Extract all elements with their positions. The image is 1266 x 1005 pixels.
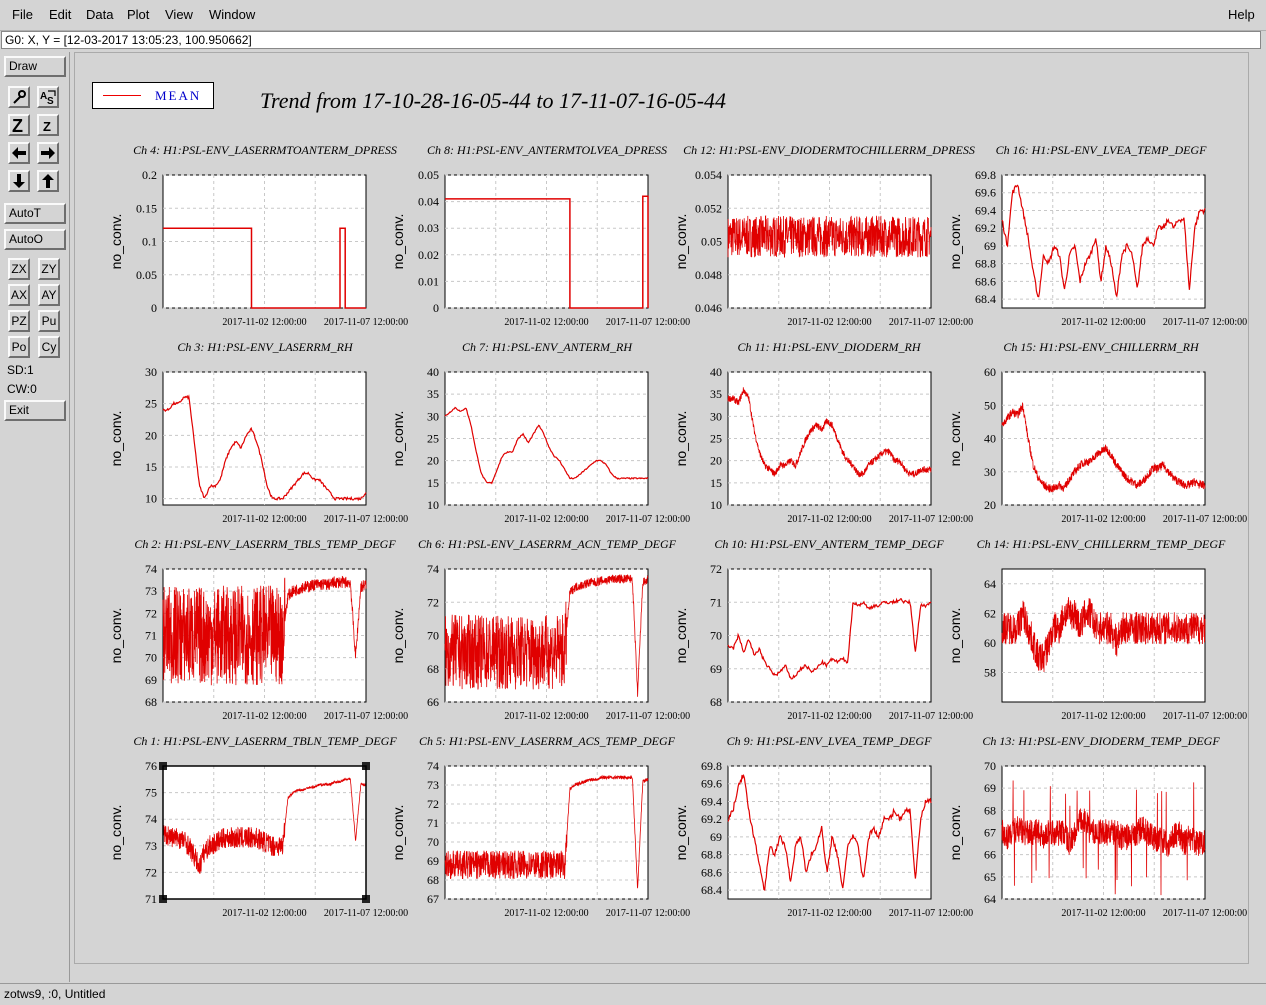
menu-window[interactable]: Window xyxy=(209,7,256,22)
zoom-z-small-button[interactable]: Z xyxy=(37,114,59,136)
pan-up-button[interactable] xyxy=(37,170,59,192)
menu-file[interactable]: File xyxy=(12,7,33,22)
legend-line-swatch xyxy=(103,95,141,96)
autot-button[interactable]: AutoT xyxy=(4,203,66,224)
legend-label: MEAN xyxy=(155,88,202,103)
menu-plot[interactable]: Plot xyxy=(127,7,150,22)
menu-data[interactable]: Data xyxy=(86,7,114,22)
menu-edit[interactable]: Edit xyxy=(49,7,72,22)
svg-text:A: A xyxy=(40,91,47,102)
menu-help[interactable]: Help xyxy=(1228,7,1255,22)
pz-button[interactable]: PZ xyxy=(8,310,30,332)
coordinate-readout: G0: X, Y = [12-03-2017 13:05:23, 100.950… xyxy=(1,31,1261,49)
pan-left-button[interactable] xyxy=(8,142,30,164)
pan-down-button[interactable] xyxy=(8,170,30,192)
legend: MEAN xyxy=(92,82,214,109)
sd-label: SD:1 xyxy=(7,363,34,377)
zoom-tool-icon xyxy=(13,90,26,104)
po-button[interactable]: Po xyxy=(8,336,30,358)
plot-canvas xyxy=(74,52,1249,964)
draw-button[interactable]: Draw xyxy=(4,56,66,77)
exit-button[interactable]: Exit xyxy=(4,400,66,421)
pan-right-button[interactable] xyxy=(37,142,59,164)
zoom-z-button[interactable]: Z xyxy=(8,114,30,136)
ay-button[interactable]: AY xyxy=(38,284,60,306)
page-title: Trend from 17-10-28-16-05-44 to 17-11-07… xyxy=(260,88,727,113)
zoom-z-small-icon: Z xyxy=(43,119,51,134)
svg-text:Z: Z xyxy=(12,116,23,134)
arrow-down-icon xyxy=(13,174,25,188)
pu-button[interactable]: Pu xyxy=(38,310,60,332)
cy-button[interactable]: Cy xyxy=(38,336,60,358)
arrow-right-icon xyxy=(41,147,55,159)
zx-button[interactable]: ZX xyxy=(8,258,30,280)
status-bar: zotws9, :0, Untitled xyxy=(0,983,1266,1005)
zy-button[interactable]: ZY xyxy=(38,258,60,280)
zoom-tool-button[interactable] xyxy=(8,86,30,108)
ax-button[interactable]: AX xyxy=(8,284,30,306)
menu-view[interactable]: View xyxy=(165,7,193,22)
autoo-button[interactable]: AutoO xyxy=(4,229,66,250)
svg-text:S: S xyxy=(47,96,54,106)
svg-text:Z: Z xyxy=(43,119,51,134)
menu-bar: File Edit Data Plot View Window Help xyxy=(0,0,1266,31)
arrow-left-icon xyxy=(12,147,26,159)
cw-label: CW:0 xyxy=(7,382,37,396)
arrow-up-icon xyxy=(42,174,54,188)
zoom-z-icon: Z xyxy=(12,116,23,136)
